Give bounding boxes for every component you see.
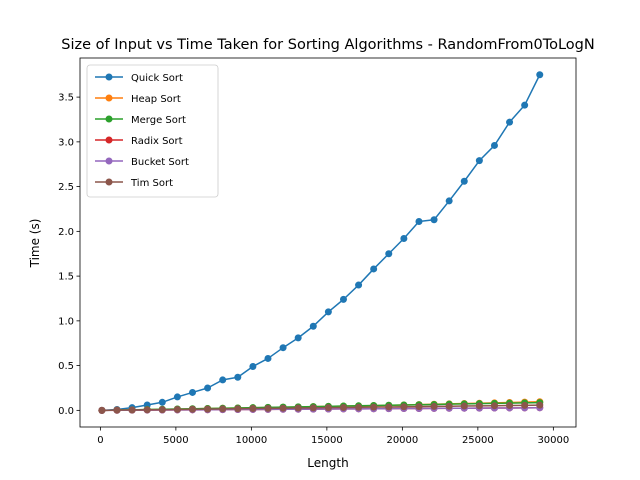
x-tick-label: 25000 [462,435,494,446]
legend-marker [105,136,113,144]
data-point [385,250,393,258]
legend-entry: Heap Sort [95,94,181,105]
data-point [521,401,529,409]
data-point [430,216,438,224]
data-point [279,404,287,412]
x-axis-label: Length [307,456,348,470]
y-tick-label: 3.5 [58,93,74,104]
data-point [490,402,498,410]
data-point [249,363,257,370]
data-point [355,403,363,411]
legend-marker [105,157,113,165]
data-point [204,405,212,413]
legend-label: Heap Sort [131,94,181,105]
data-point [219,376,227,384]
data-point [490,141,498,149]
y-tick-label: 2.5 [58,182,74,193]
data-point [415,403,423,411]
x-tick-label: 30000 [537,435,569,446]
legend-entry: Radix Sort [95,136,183,147]
data-point [98,406,106,414]
data-point [294,334,302,342]
data-point [370,265,378,273]
data-point [249,405,257,413]
data-point [339,403,347,411]
legend-marker [105,73,113,81]
data-point [113,406,121,414]
legend-marker [105,94,113,102]
data-point [506,402,514,410]
data-point [400,403,408,411]
data-point [475,157,483,165]
data-point [339,295,347,303]
data-point [309,404,317,412]
data-point [264,354,272,362]
data-point [294,404,302,412]
data-point [234,405,242,413]
data-point [188,405,196,413]
data-point [430,402,438,410]
data-point [173,393,181,401]
legend-marker [105,115,113,123]
legend-label: Merge Sort [131,115,186,126]
data-point [204,384,212,392]
legend-entry: Bucket Sort [95,157,189,168]
y-tick-label: 1.0 [58,316,74,327]
data-point [506,118,514,126]
y-tick-label: 0.5 [58,361,74,372]
data-point [385,403,393,411]
x-tick-label: 15000 [311,435,343,446]
legend-label: Radix Sort [131,136,183,147]
y-tick-label: 2.0 [58,227,74,238]
y-axis-label: Time (s) [28,219,42,269]
data-point [324,404,332,412]
axes-layer: 0 5000 10000 15000 20000 25000 30000 0.0 0.5 1.0 1… [58,57,577,446]
data-point [279,344,287,352]
data-point [536,71,544,79]
data-point [355,281,363,289]
legend-marker [105,178,113,186]
data-point [460,177,468,185]
legend-entry: Quick Sort [95,73,183,84]
data-point [219,405,227,413]
data-point [475,402,483,410]
data-point [536,401,544,409]
x-tick-label: 5000 [163,435,188,446]
data-point [324,308,332,316]
legend-entry: Tim Sort [95,178,173,189]
data-point [264,404,272,412]
chart-title: Size of Input vs Time Taken for Sorting … [61,37,594,53]
x-tick-label: 0 [97,435,103,446]
x-tick-label: 20000 [386,435,418,446]
data-point [521,101,529,109]
data-point [128,406,136,414]
data-point [445,197,453,205]
data-point [309,322,317,330]
series-tim-sort [98,401,544,414]
data-point [445,402,453,410]
y-tick-label: 0.0 [58,406,74,417]
legend-label: Quick Sort [131,73,183,84]
data-point [188,388,196,396]
data-point [143,406,151,414]
x-tick-label: 10000 [235,435,267,446]
y-tick-label: 3.0 [58,137,74,148]
data-point [234,373,242,381]
series-layer [98,71,544,414]
axes-frame [79,57,577,428]
data-point [415,218,423,226]
data-point [173,405,181,413]
legend-label: Bucket Sort [131,157,189,168]
legend-label: Tim Sort [130,178,173,189]
data-point [370,403,378,411]
legend-entry: Merge Sort [95,115,186,126]
legend: Quick Sort Heap Sort Merge Sort Radix Sort B… [86,64,219,198]
data-point [158,406,166,414]
y-tick-label: 1.5 [58,272,74,283]
data-point [460,402,468,410]
data-point [400,235,408,243]
data-point [158,398,166,406]
